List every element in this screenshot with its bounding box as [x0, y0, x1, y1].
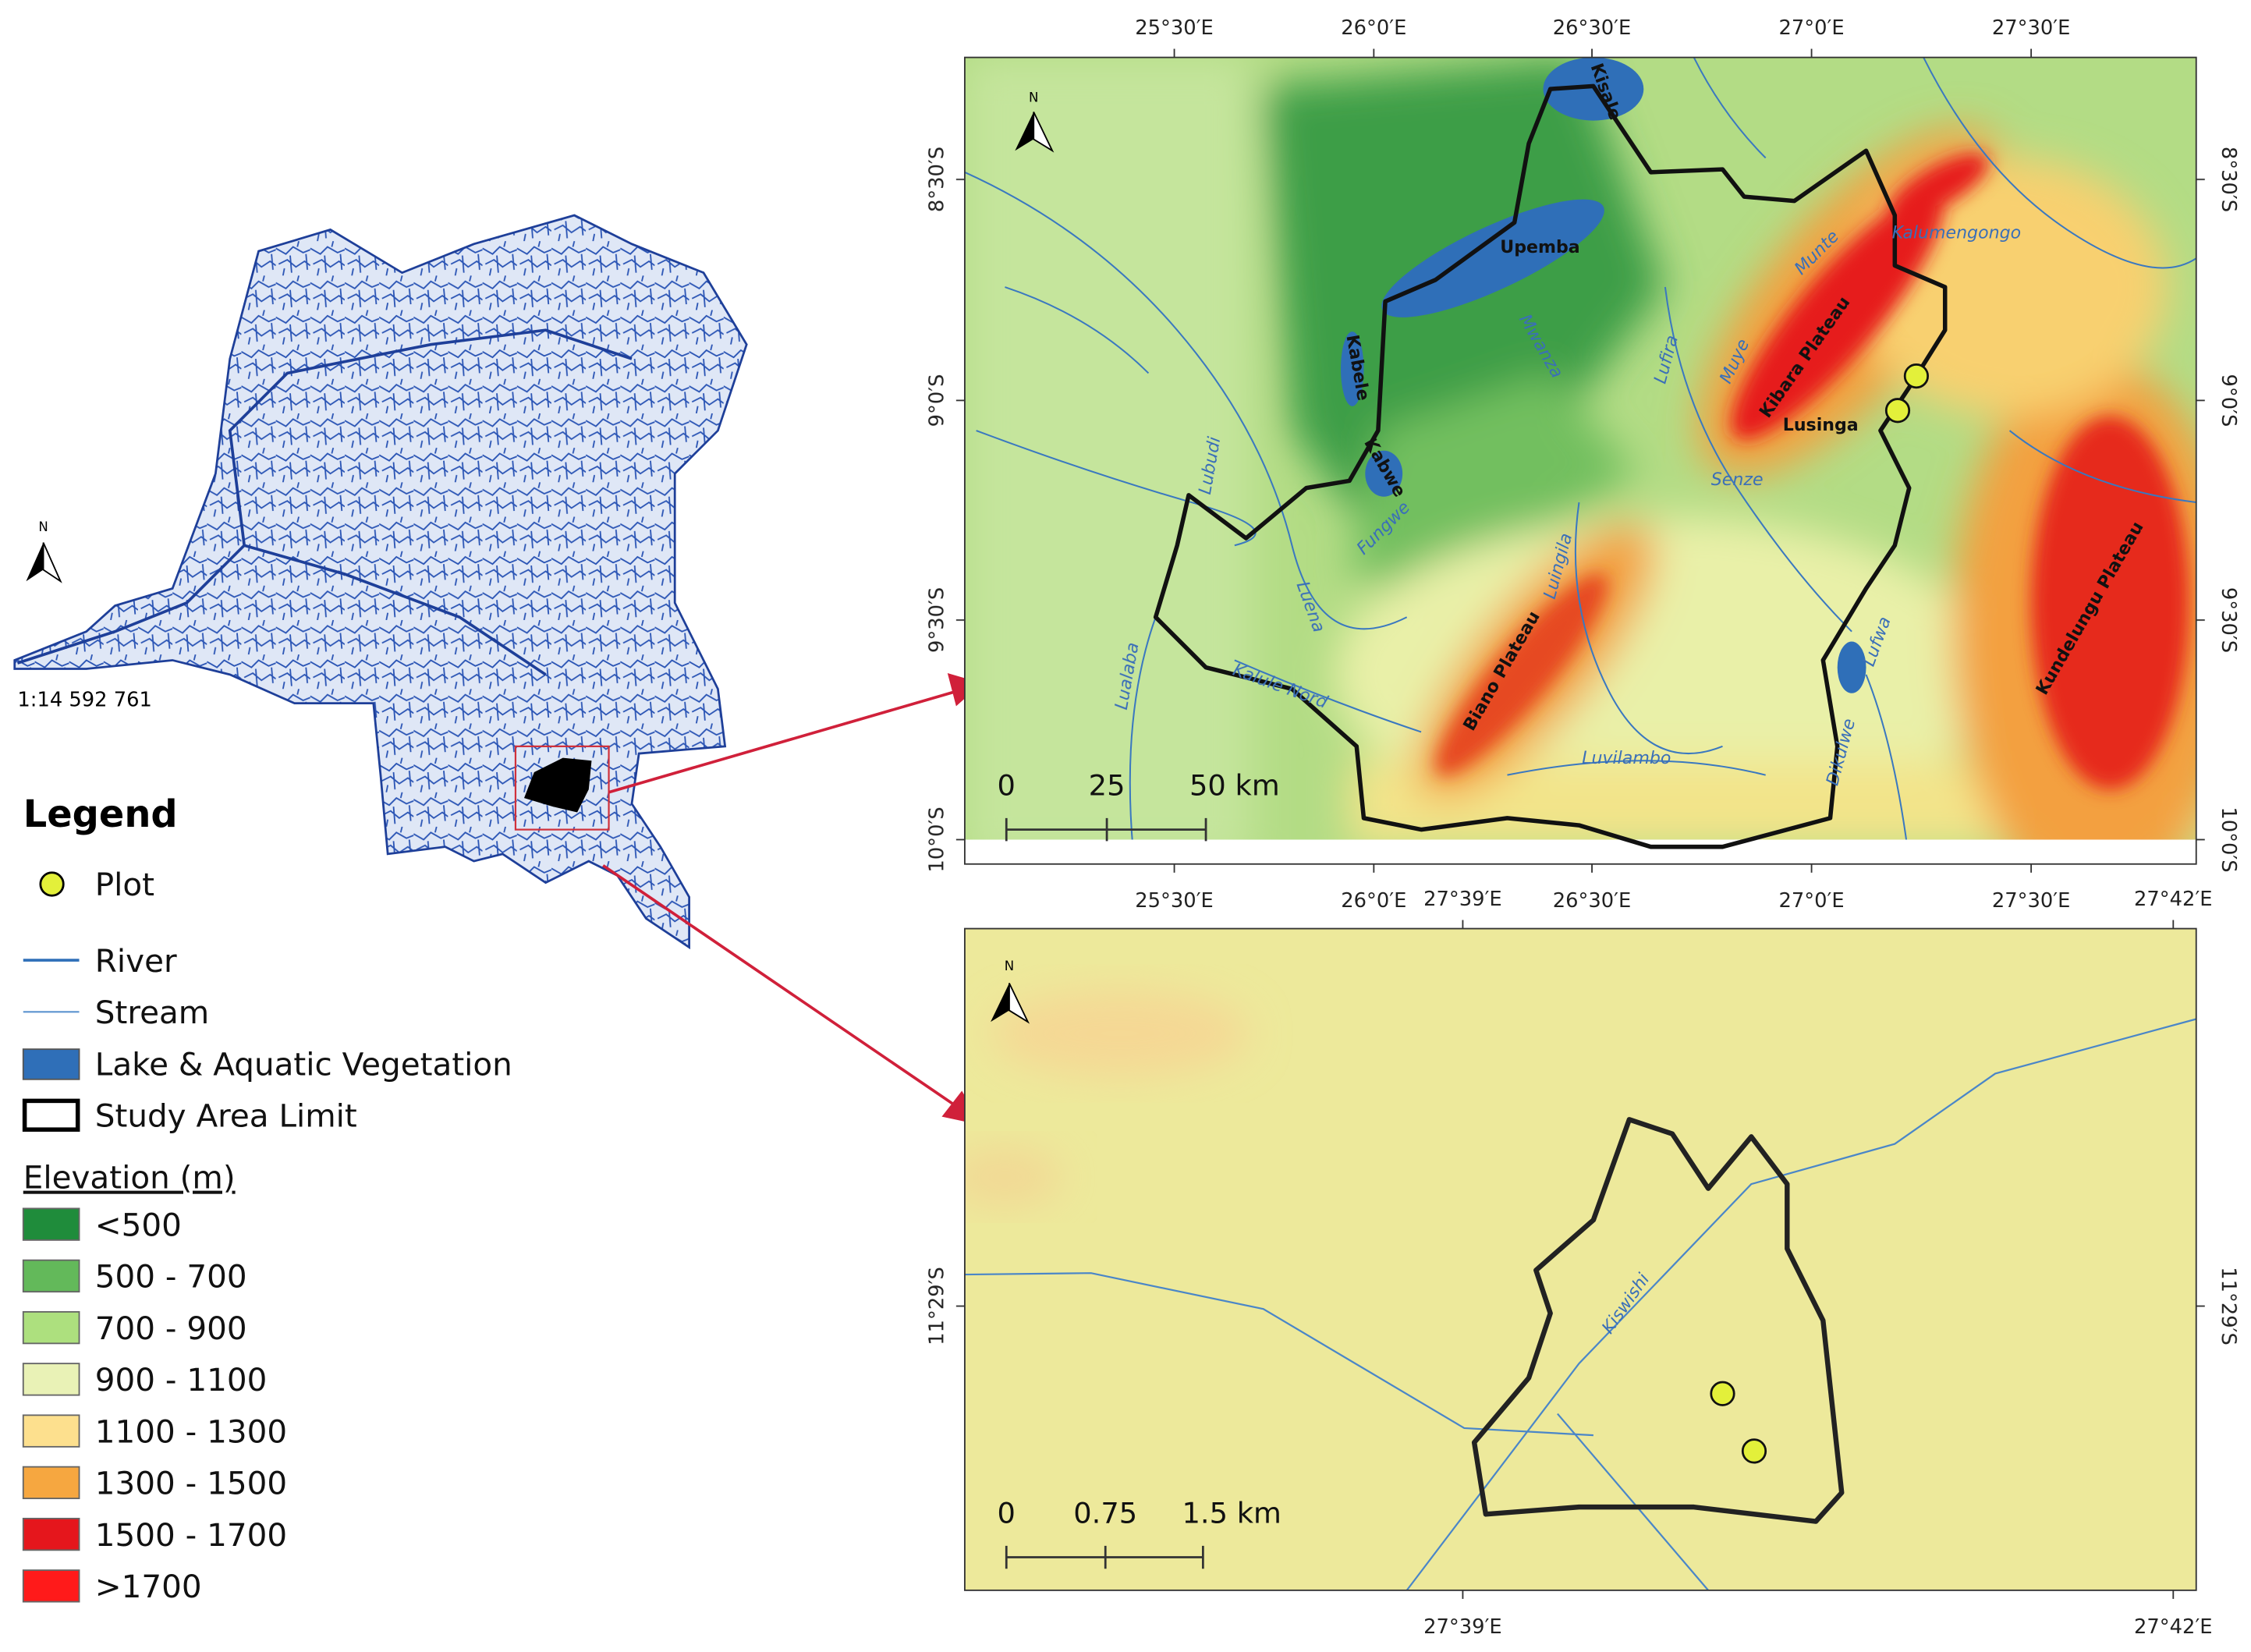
x-coord-label: 26°0′E [1341, 16, 1406, 40]
north-label: N [1029, 90, 1038, 105]
elevation-label: >1700 [95, 1568, 202, 1605]
y-coord-label: 10°0′S [2217, 807, 2240, 872]
x-coord-label: 26°30′E [1553, 889, 1632, 913]
elevation-label: 1300 - 1500 [95, 1465, 287, 1502]
arrow [602, 864, 960, 1110]
legend-title: Legend [23, 793, 178, 836]
elevation-label: 500 - 700 [95, 1258, 247, 1296]
place-label: Luvilambo [1582, 749, 1671, 768]
country [13, 214, 748, 950]
x-coord-label: 27°30′E [1992, 16, 2071, 40]
elevation-label: <500 [95, 1206, 182, 1243]
y-coord-label: 9°0′S [925, 374, 948, 427]
scale-label: 0 [998, 1496, 1016, 1530]
plot-point [1710, 1381, 1735, 1406]
plot-point [1903, 363, 1930, 389]
study-area [1471, 1117, 1845, 1524]
elevation-label: 700 - 900 [95, 1310, 247, 1347]
y-coord-label: 9°30′S [2217, 587, 2240, 653]
place-label: Lusinga [1783, 416, 1859, 435]
elevation-label: 900 - 1100 [95, 1361, 268, 1399]
place-label: Senze [1711, 470, 1764, 490]
legend-label: Study Area Limit [95, 1097, 357, 1135]
x-coord-label: 27°39′E [1423, 888, 1502, 911]
plot-point [1741, 1438, 1767, 1464]
scale-label: 25 [1089, 768, 1126, 802]
map-frame [963, 927, 2197, 1591]
terrain [964, 928, 2196, 1590]
x-coord-label: 27°39′E [1423, 1615, 1502, 1639]
legend-label: Plot [95, 866, 154, 903]
elevation-swatch [22, 1207, 80, 1241]
map-frame [963, 56, 2197, 865]
streams [964, 1018, 2196, 1590]
overview-map: N 1:14 592 761 [13, 214, 748, 950]
scale-label: 1.5 km [1182, 1496, 1281, 1530]
north-arrow: N [26, 519, 62, 583]
study-area-blob [523, 757, 592, 813]
legend-label: Lake & Aquatic Vegetation [95, 1045, 512, 1083]
place-label: Upemba [1500, 238, 1579, 257]
regional-map: N Kisale Upemba Kabele Kabwe Mwanza Lufi… [963, 56, 2197, 865]
scale-ratio: 1:14 592 761 [17, 688, 151, 711]
scale-label: 0 [998, 768, 1016, 802]
elevation-title: Elevation (m) [23, 1159, 236, 1196]
x-coord-label: 27°30′E [1992, 889, 2071, 913]
elevation-swatch [22, 1569, 80, 1603]
legend-label: River [95, 942, 177, 980]
y-coord-label: 8°30′S [925, 147, 948, 212]
elevation-swatch [22, 1259, 80, 1293]
elevation-label: 1500 - 1700 [95, 1516, 287, 1554]
north-label: N [1005, 959, 1014, 973]
x-coord-label: 27°42′E [2134, 1615, 2213, 1639]
legend-label: Stream [95, 994, 209, 1031]
scale-bar: 0 25 50 km [998, 768, 1280, 842]
plot-point [1884, 398, 1911, 424]
lake-symbol [22, 1048, 80, 1080]
site-map: Kiswishi N 0 0.75 1.5 km [963, 927, 2197, 1591]
x-coord-label: 26°0′E [1341, 889, 1406, 913]
x-coord-label: 27°0′E [1779, 889, 1845, 913]
place-label: Kalumengongo [1892, 223, 2021, 243]
arrow [608, 690, 955, 794]
north-label: N [38, 519, 48, 534]
scale-bar: 0 0.75 1.5 km [998, 1496, 1281, 1569]
north-arrow: N [1015, 90, 1055, 153]
inset-box [514, 745, 610, 831]
y-coord-label: 11°29′S [925, 1267, 948, 1345]
terrain [964, 57, 2196, 864]
scale-label: 50 km [1189, 768, 1280, 802]
x-coord-label: 25°30′E [1135, 16, 1214, 40]
plot-symbol [39, 871, 65, 897]
study-area-symbol [22, 1098, 80, 1132]
y-coord-label: 9°30′S [925, 587, 948, 653]
study-area [1153, 83, 1948, 849]
legend: Legend Plot River Stream Lake & Aquatic … [22, 793, 512, 1605]
y-coord-label: 8°30′S [2217, 147, 2240, 212]
y-coord-label: 9°0′S [2217, 374, 2240, 427]
x-coord-label: 25°30′E [1135, 889, 1214, 913]
elevation-label: 1100 - 1300 [95, 1413, 287, 1450]
elevation-swatch [22, 1363, 80, 1396]
elevation-swatch [22, 1414, 80, 1448]
y-coord-label: 10°0′S [925, 807, 948, 872]
main-river [16, 328, 633, 676]
north-arrow: N [991, 959, 1030, 1024]
elevation-swatch [22, 1466, 80, 1500]
elevation-swatch [22, 1517, 80, 1551]
x-coord-label: 26°30′E [1553, 16, 1632, 40]
y-coord-label: 11°29′S [2217, 1267, 2240, 1345]
elevation-swatch [22, 1310, 80, 1345]
scale-label: 0.75 [1073, 1496, 1137, 1530]
x-coord-label: 27°42′E [2134, 888, 2213, 911]
x-coord-label: 27°0′E [1779, 16, 1845, 40]
